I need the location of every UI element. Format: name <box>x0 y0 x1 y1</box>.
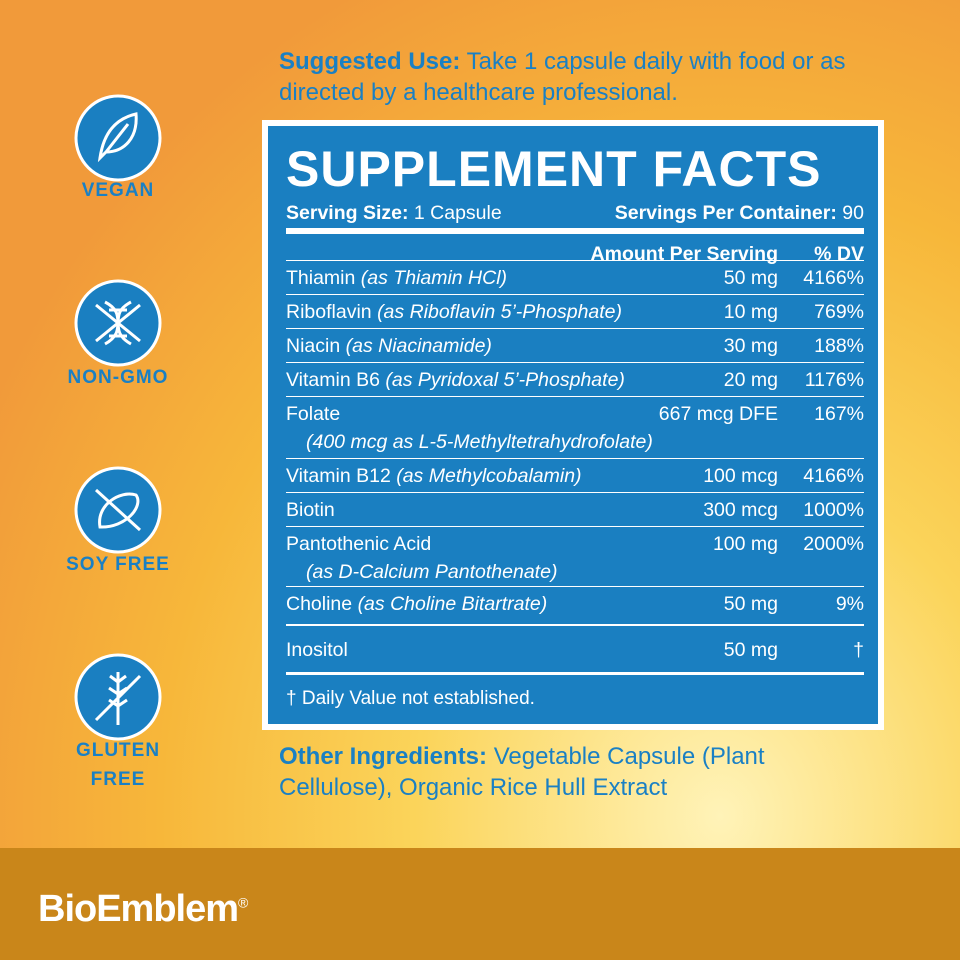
source: (as Methylcobalamin) <box>396 465 582 487</box>
name: Vitamin B6 <box>286 369 380 391</box>
dv: 4166% <box>803 267 864 289</box>
nutrient: Biotin <box>286 499 335 522</box>
dv: 769% <box>814 301 864 323</box>
source: (as Niacinamide) <box>345 335 492 357</box>
source: (as Riboflavin 5’-Phosphate) <box>377 301 623 323</box>
rule <box>286 228 864 234</box>
amount: 100 mg <box>712 533 778 555</box>
nutrient: Folate <box>286 403 340 426</box>
name: Inositol <box>286 639 348 661</box>
dv: 167% <box>814 403 864 425</box>
rule <box>286 458 864 459</box>
amount: 50 mg <box>723 267 778 289</box>
brand-mark: ® <box>238 894 248 911</box>
rule <box>286 672 864 675</box>
name: Choline <box>286 593 353 615</box>
amount: 30 mg <box>723 335 778 357</box>
dv: 1176% <box>804 369 864 391</box>
facts-panel: SUPPLEMENT FACTS Serving Size: 1 Capsule… <box>262 120 884 730</box>
rule <box>286 586 864 587</box>
name: Thiamin <box>286 267 356 289</box>
amount-header: Amount Per Serving <box>590 243 778 265</box>
nutrient: Pantothenic Acid <box>286 533 431 556</box>
source: (as D-Calcium Pantothenate) <box>306 561 558 583</box>
source: (400 mcg as L-5-Methyltetrahydrofolate) <box>306 431 653 453</box>
amount: 20 mg <box>723 369 778 391</box>
label: Servings Per Container: <box>614 202 837 224</box>
dv: † <box>853 639 864 661</box>
suggested-use: Suggested Use: Take 1 capsule daily with… <box>279 46 859 108</box>
rule <box>286 294 864 295</box>
name: Biotin <box>286 499 335 521</box>
nutrient: Riboflavin (as Riboflavin 5’-Phosphate) <box>286 301 622 324</box>
footnote: † Daily Value not established. <box>286 688 535 709</box>
nutrient: Vitamin B6 (as Pyridoxal 5’-Phosphate) <box>286 369 625 392</box>
rule <box>286 260 864 261</box>
text: Take 1 capsule daily with food or as dir… <box>279 48 846 106</box>
nutrient: Vitamin B12 (as Methylcobalamin) <box>286 465 582 488</box>
label: Serving Size: <box>286 202 409 224</box>
dv: 9% <box>835 593 864 615</box>
badge-label: GLUTEN FREE <box>75 740 161 790</box>
value: 90 <box>842 202 864 224</box>
nutrient: Thiamin (as Thiamin HCl) <box>286 267 507 290</box>
nutrient: Inositol <box>286 639 348 662</box>
amount: 100 mcg <box>703 465 778 487</box>
rule <box>286 492 864 493</box>
facts-title: SUPPLEMENT FACTS <box>286 141 822 197</box>
name: Niacin <box>286 335 341 357</box>
dv: 188% <box>814 335 864 357</box>
dv: 4166% <box>803 465 864 487</box>
name: Pantothenic Acid <box>286 533 432 555</box>
nutrient: Niacin (as Niacinamide) <box>286 335 492 358</box>
rule <box>286 328 864 329</box>
source: (as Thiamin HCl) <box>360 267 508 289</box>
rule <box>286 396 864 397</box>
dv-header: % DV <box>814 243 864 265</box>
value: 1 Capsule <box>413 202 502 224</box>
badge-label: NON-GMO <box>67 367 169 388</box>
amount: 50 mg <box>723 593 778 615</box>
label: Suggested Use: <box>279 48 461 75</box>
source: (as Choline Bitartrate) <box>357 593 548 615</box>
amount: 667 mcg DFE <box>658 403 778 425</box>
text: Vegetable Capsule (Plant Cellulose), Org… <box>279 743 765 801</box>
rule <box>286 362 864 363</box>
dv: 1000% <box>803 499 864 521</box>
name: Riboflavin <box>286 301 372 323</box>
dv: 2000% <box>803 533 864 555</box>
source: (as Pyridoxal 5’-Phosphate) <box>385 369 625 391</box>
badge-label: SOY FREE <box>66 554 170 575</box>
label: Other Ingredients: <box>279 743 488 770</box>
badge-icons <box>74 94 162 741</box>
rule <box>286 624 864 626</box>
amount: 50 mg <box>723 639 778 661</box>
nutrient: Choline (as Choline Bitartrate) <box>286 593 547 616</box>
rule <box>286 526 864 527</box>
other-ingredients: Other Ingredients: Vegetable Capsule (Pl… <box>279 741 839 803</box>
badge-label: VEGAN <box>81 180 155 201</box>
amount: 300 mcg <box>703 499 778 521</box>
amount: 10 mg <box>723 301 778 323</box>
name: Vitamin B12 <box>286 465 391 487</box>
brand-name: BioEmblem <box>38 888 239 930</box>
brand: BioEmblem® <box>38 888 248 931</box>
name: Folate <box>286 403 341 425</box>
brand-band: BioEmblem® <box>0 848 960 960</box>
